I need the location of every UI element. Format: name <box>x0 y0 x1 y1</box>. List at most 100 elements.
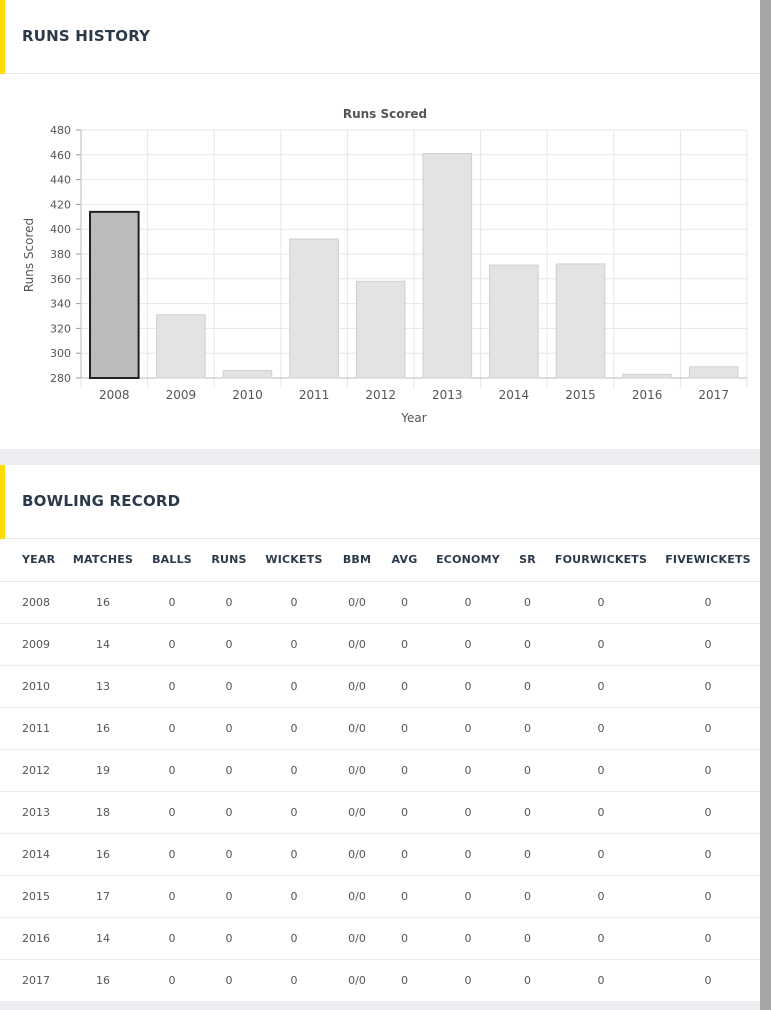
table-row: 2010 13 0 0 0 0/0 0 0 0 0 0 <box>0 665 760 708</box>
cell-bbm: 0/0 <box>332 581 382 624</box>
cell-avg: 0 <box>382 623 427 666</box>
table-row: 2012 19 0 0 0 0/0 0 0 0 0 0 <box>0 749 760 792</box>
column-header-bbm: BBM <box>332 539 382 582</box>
cell-year: 2008 <box>0 581 64 624</box>
cell-balls: 0 <box>142 749 202 792</box>
cell-bbm: 0/0 <box>332 623 382 666</box>
cell-wickets: 0 <box>256 959 332 1002</box>
column-header-wickets: WICKETS <box>256 539 332 582</box>
bowling-record-header: BOWLING RECORD <box>0 465 760 539</box>
bar-2012 <box>355 280 406 379</box>
cell-avg: 0 <box>382 707 427 750</box>
bar-2011 <box>289 238 339 379</box>
cell-bbm: 0/0 <box>332 875 382 918</box>
cell-runs: 0 <box>202 791 256 834</box>
cell-sr: 0 <box>509 875 546 918</box>
cell-bbm: 0/0 <box>332 833 382 876</box>
cell-wickets: 0 <box>256 875 332 918</box>
cell-year: 2017 <box>0 959 64 1002</box>
table-row: 2009 14 0 0 0 0/0 0 0 0 0 0 <box>0 623 760 666</box>
cell-fourwickets: 0 <box>546 665 656 708</box>
cell-fivewickets: 0 <box>656 623 760 666</box>
cell-sr: 0 <box>509 581 546 624</box>
cell-economy: 0 <box>427 581 509 624</box>
table-row: 2015 17 0 0 0 0/0 0 0 0 0 0 <box>0 875 760 918</box>
cell-runs: 0 <box>202 959 256 1002</box>
cell-matches: 16 <box>64 707 142 750</box>
cell-matches: 17 <box>64 875 142 918</box>
cell-avg: 0 <box>382 581 427 624</box>
x-tick-label: 2008 <box>99 388 130 402</box>
cell-runs: 0 <box>202 833 256 876</box>
cell-runs: 0 <box>202 665 256 708</box>
runs-history-panel: RUNS HISTORY 280 300 320 340 360 380 400 420 440… <box>0 0 760 449</box>
cell-balls: 0 <box>142 959 202 1002</box>
cell-bbm: 0/0 <box>332 791 382 834</box>
cell-matches: 19 <box>64 749 142 792</box>
cell-economy: 0 <box>427 707 509 750</box>
cell-wickets: 0 <box>256 707 332 750</box>
x-tick-label: 2015 <box>565 388 596 402</box>
column-header-year: YEAR <box>0 539 64 582</box>
cell-matches: 14 <box>64 623 142 666</box>
column-header-balls: BALLS <box>142 539 202 582</box>
cell-matches: 14 <box>64 917 142 960</box>
cell-sr: 0 <box>509 707 546 750</box>
cell-sr: 0 <box>509 833 546 876</box>
cell-economy: 0 <box>427 917 509 960</box>
runs-scored-chart: 280 300 320 340 360 380 400 420 440 460 480 2008 200… <box>22 107 748 425</box>
y-tick-label: 460 <box>50 149 71 162</box>
bowling-record-table: YEAR MATCHES BALLS RUNS WICKETS BBM AVG ECONOMY… <box>0 539 760 1002</box>
cell-sr: 0 <box>509 623 546 666</box>
cell-fivewickets: 0 <box>656 959 760 1002</box>
runs-history-title: RUNS HISTORY <box>22 27 151 45</box>
cell-avg: 0 <box>382 917 427 960</box>
cell-wickets: 0 <box>256 665 332 708</box>
cell-fourwickets: 0 <box>546 749 656 792</box>
cell-balls: 0 <box>142 791 202 834</box>
x-tick-label: 2013 <box>432 388 463 402</box>
y-tick-label: 360 <box>50 273 71 286</box>
table-header-row: YEAR MATCHES BALLS RUNS WICKETS BBM AVG ECONOMY… <box>0 539 760 582</box>
cell-bbm: 0/0 <box>332 707 382 750</box>
cell-avg: 0 <box>382 959 427 1002</box>
y-tick-label: 340 <box>50 298 71 311</box>
cell-wickets: 0 <box>256 917 332 960</box>
cell-matches: 13 <box>64 665 142 708</box>
cell-wickets: 0 <box>256 791 332 834</box>
cell-fourwickets: 0 <box>546 959 656 1002</box>
cell-runs: 0 <box>202 875 256 918</box>
runs-history-header: RUNS HISTORY <box>0 0 760 74</box>
cell-balls: 0 <box>142 581 202 624</box>
cell-bbm: 0/0 <box>332 749 382 792</box>
cell-matches: 16 <box>64 833 142 876</box>
bowling-record-title: BOWLING RECORD <box>22 492 181 510</box>
cell-fourwickets: 0 <box>546 791 656 834</box>
bar-2013 <box>422 153 473 379</box>
cell-runs: 0 <box>202 707 256 750</box>
x-tick-label: 2016 <box>632 388 663 402</box>
bar-2008 <box>89 210 140 379</box>
cell-runs: 0 <box>202 749 256 792</box>
cell-avg: 0 <box>382 749 427 792</box>
x-tick-label: 2017 <box>698 388 729 402</box>
cell-runs: 0 <box>202 623 256 666</box>
table-row: 2013 18 0 0 0 0/0 0 0 0 0 0 <box>0 791 760 834</box>
y-tick-label: 480 <box>50 124 71 137</box>
cell-fourwickets: 0 <box>546 833 656 876</box>
page-scrollbar[interactable] <box>760 0 771 1010</box>
cell-wickets: 0 <box>256 581 332 624</box>
column-header-matches: MATCHES <box>64 539 142 582</box>
cell-economy: 0 <box>427 665 509 708</box>
y-tick-label: 440 <box>50 174 71 187</box>
table-row: 2011 16 0 0 0 0/0 0 0 0 0 0 <box>0 707 760 750</box>
y-tick-label: 380 <box>50 248 71 261</box>
cell-year: 2014 <box>0 833 64 876</box>
table-body: 2008 16 0 0 0 0/0 0 0 0 0 0 2009 14 0 0 0 0/0 0 0 0 0 0 2010 13… <box>0 581 760 1002</box>
cell-economy: 0 <box>427 875 509 918</box>
column-header-economy: ECONOMY <box>427 539 509 582</box>
cell-matches: 18 <box>64 791 142 834</box>
y-tick-label: 300 <box>50 347 71 360</box>
cell-year: 2009 <box>0 623 64 666</box>
cell-balls: 0 <box>142 917 202 960</box>
